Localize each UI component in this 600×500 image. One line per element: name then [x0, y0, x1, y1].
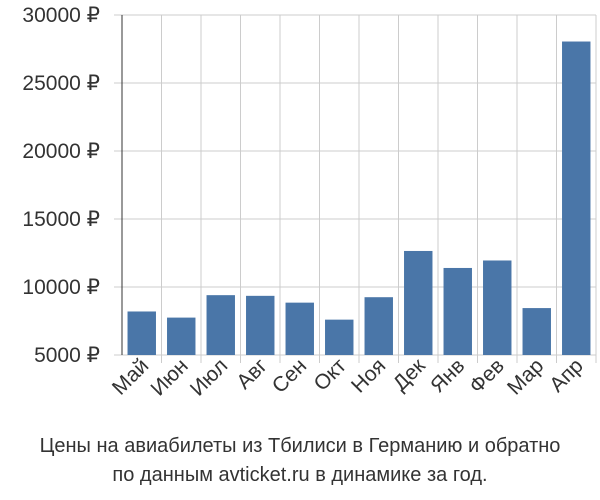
- bar: [325, 319, 354, 355]
- x-tick-label: Ноя: [347, 354, 390, 397]
- bar: [483, 260, 512, 355]
- bar: [285, 302, 314, 355]
- y-tick-label: 5000 ₽: [34, 344, 100, 367]
- bar: [127, 311, 156, 355]
- y-tick-label: 20000 ₽: [22, 140, 100, 163]
- y-tick-label: 30000 ₽: [22, 4, 100, 27]
- bar: [562, 41, 591, 356]
- chart-caption-line-2: по данным avticket.ru в динамике за год.: [112, 464, 488, 486]
- x-tick-label: Сен: [268, 354, 311, 397]
- bar: [364, 297, 393, 355]
- chart-caption-line-1: Цены на авиабилеты из Тбилиси в Германию…: [39, 435, 561, 457]
- x-tick-label: Май: [108, 354, 153, 399]
- bar: [246, 295, 275, 355]
- x-tick-label: Окт: [309, 354, 351, 396]
- y-tick-label: 15000 ₽: [22, 208, 100, 231]
- bar-layer: [127, 41, 591, 356]
- y-tick-label: 25000 ₽: [22, 72, 100, 95]
- x-tick-label: Фев: [465, 354, 509, 398]
- x-tick-label: Апр: [545, 354, 587, 396]
- bar: [404, 250, 433, 355]
- bar: [167, 317, 196, 355]
- x-tick-label: Июл: [186, 354, 232, 400]
- grid-layer: [114, 14, 597, 363]
- bar: [206, 295, 235, 355]
- bar: [443, 267, 472, 355]
- bar-chart: 5000 ₽ 10000 ₽ 15000 ₽ 20000 ₽ 25000 ₽ 30000 …: [22, 4, 597, 401]
- x-tick-label: Янв: [426, 354, 469, 397]
- x-tick-label: Июн: [147, 354, 193, 400]
- x-tick-label: Мар: [503, 354, 548, 399]
- bar: [522, 308, 551, 355]
- x-tick-label: Дек: [389, 354, 431, 396]
- y-tick-label: 10000 ₽: [22, 276, 100, 299]
- x-tick-label: Авг: [232, 354, 272, 394]
